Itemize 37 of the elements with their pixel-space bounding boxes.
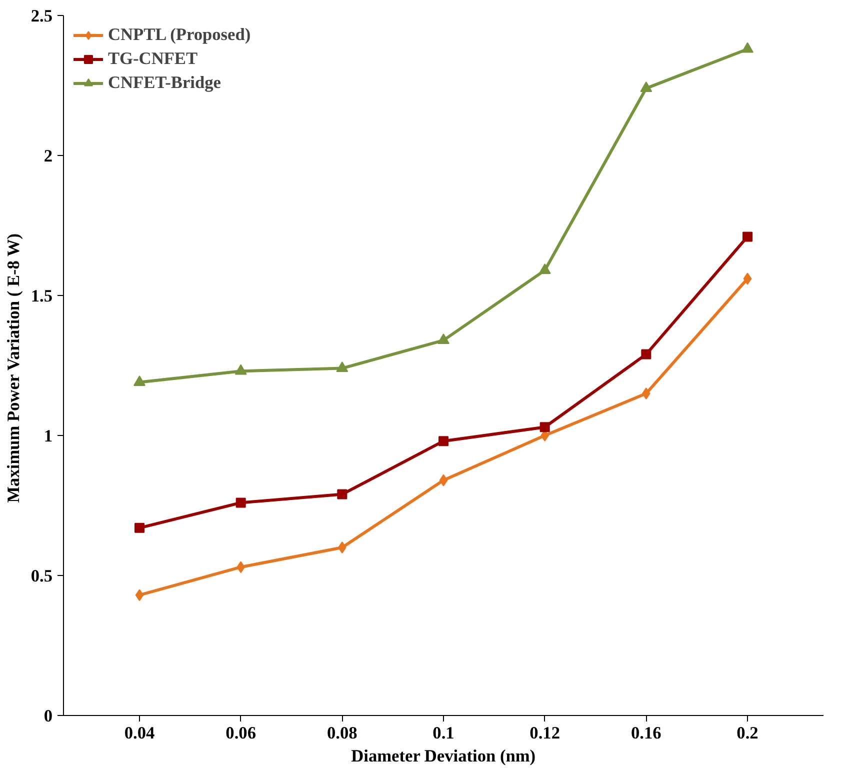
point	[540, 422, 550, 432]
y-tick-label: 0	[44, 706, 53, 726]
point	[438, 436, 448, 446]
y-tick-label: 1.5	[30, 286, 53, 306]
point	[640, 81, 652, 92]
y-tick-label: 1	[44, 426, 53, 446]
point	[743, 272, 752, 285]
point	[135, 589, 144, 602]
point	[336, 361, 348, 372]
point	[439, 474, 448, 486]
x-tick-label: 0.12	[530, 724, 560, 742]
y-tick-label: 0.5	[30, 566, 53, 586]
x-tick-label: 0.16	[631, 724, 662, 742]
point	[134, 375, 146, 386]
point	[538, 263, 551, 274]
x-tick-label: 0.1	[432, 724, 454, 742]
x-tick-label: 0.2	[736, 724, 758, 742]
x-tick-label: 0.04	[124, 724, 155, 742]
point	[438, 333, 450, 344]
point	[742, 232, 752, 242]
y-axis-title: Maximum Power Variation ( E-8 W)	[4, 233, 23, 503]
legend-label: CNFET-Bridge	[108, 73, 221, 93]
point	[338, 542, 346, 554]
point	[236, 498, 246, 508]
point	[742, 42, 754, 53]
point	[337, 489, 348, 500]
x-axis-title: Diameter Deviation (nm)	[351, 746, 536, 766]
point	[234, 364, 247, 375]
point	[134, 522, 144, 533]
point	[642, 388, 650, 400]
legend-label: CNPTL (Proposed)	[108, 25, 251, 45]
legend-label: TG-CNFET	[108, 49, 198, 69]
y-tick-label: 2	[44, 146, 53, 166]
x-tick-label: 0.08	[327, 724, 358, 742]
y-tick-label: 2.5	[30, 6, 53, 26]
point	[641, 349, 652, 360]
x-tick-label: 0.06	[226, 724, 256, 742]
